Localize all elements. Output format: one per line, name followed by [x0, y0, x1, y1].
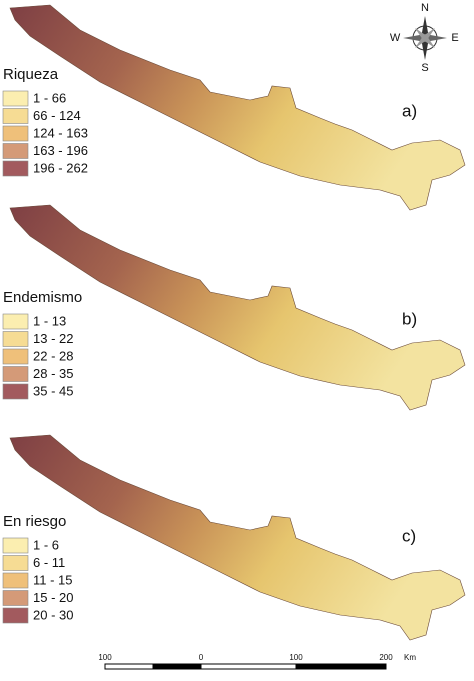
legend-swatch: [2, 555, 29, 571]
legend-title: En riesgo: [3, 513, 66, 530]
legend-swatch: [2, 143, 29, 159]
legend-swatch: [2, 90, 29, 107]
legend-class: 66 - 124: [33, 108, 81, 123]
legend-swatch: [2, 366, 29, 382]
legend-class: 11 - 15: [33, 572, 73, 587]
legend-class: 20 - 30: [33, 607, 73, 622]
legend-class: 13 - 22: [33, 331, 73, 346]
legend-swatch: [2, 108, 29, 124]
legend-title: Riqueza: [3, 66, 59, 83]
legend-class: 22 - 28: [33, 348, 73, 363]
legend-swatch: [2, 160, 29, 177]
legend-swatch: [2, 383, 29, 400]
map-region-b: [9, 204, 466, 411]
scale-bar: [104, 663, 387, 670]
legend-class: 124 - 163: [33, 125, 88, 140]
legend-class: 1 - 13: [33, 313, 66, 328]
legend-class: 1 - 6: [33, 537, 59, 552]
compass-n: N: [421, 2, 429, 14]
legend-class: 35 - 45: [33, 383, 73, 398]
legend-class: 1 - 66: [33, 90, 66, 105]
legend-swatch: [2, 348, 29, 365]
legend-class: 6 - 11: [33, 555, 65, 570]
panel-label: b): [402, 309, 417, 328]
legend-class: 196 - 262: [33, 160, 88, 175]
legend-swatch: [2, 607, 29, 624]
legend-swatch: [2, 331, 29, 347]
legend-class: 28 - 35: [33, 366, 73, 381]
scale-label: 100: [98, 653, 112, 662]
legend-swatch: [2, 590, 29, 606]
legend-title: Endemismo: [3, 289, 82, 306]
legend-class: 163 - 196: [33, 143, 88, 158]
scale-label: 200: [379, 653, 393, 662]
legend-class: 15 - 20: [33, 590, 73, 605]
panel-label: a): [402, 101, 417, 120]
legend-swatch: [2, 313, 29, 330]
map-region-c: [9, 434, 466, 641]
legend-swatch: [2, 537, 29, 554]
compass: N S E W: [390, 2, 459, 74]
scale-label: 0: [199, 653, 204, 662]
compass-w: W: [390, 32, 401, 44]
compass-s: S: [421, 62, 428, 74]
scale-label: 100: [289, 653, 303, 662]
panel-label: c): [402, 526, 416, 545]
legend-swatch: [2, 125, 29, 142]
compass-e: E: [451, 32, 458, 44]
scale-unit: Km: [404, 653, 416, 662]
legend-swatch: [2, 572, 29, 589]
